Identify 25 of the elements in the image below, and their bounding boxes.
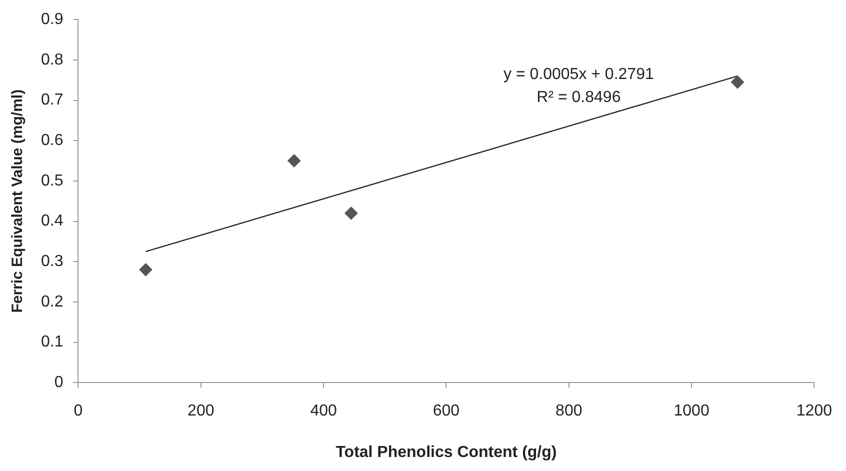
x-tick-label: 1200: [796, 402, 832, 420]
y-tick-label: 0: [54, 374, 64, 392]
x-tick-label: 600: [432, 402, 460, 420]
y-tick-label: 0.9: [40, 11, 64, 28]
point: [288, 154, 301, 168]
x-tick-label: 200: [188, 402, 214, 420]
x-axis-title: Total Phenolics Content (g/g): [336, 444, 557, 461]
y-axis-title: Ferric Equivalent Value (mg/ml): [9, 89, 26, 313]
y-tick-label: 0.5: [40, 172, 64, 190]
point: [344, 206, 358, 220]
y-tick-label: 0.8: [40, 51, 64, 68]
x-tick-label: 800: [556, 402, 582, 420]
y-tick-label: 0.3: [40, 253, 64, 270]
y-tick-label: 0.4: [40, 212, 64, 230]
point: [731, 76, 744, 89]
x-tick-label: 0: [74, 402, 83, 420]
annotation: y = 0.0005x + 0.2791: [504, 66, 654, 84]
point: [139, 263, 152, 276]
y-tick-label: 0.2: [40, 293, 64, 310]
annotation: R² = 0.8496: [536, 89, 621, 106]
x-tick-label: 1000: [674, 402, 710, 420]
y-tick-label: 0.7: [40, 92, 64, 109]
y-tick-label: 0.1: [40, 334, 64, 351]
x-tick-label: 400: [310, 402, 338, 420]
y-tick-label: 0.6: [40, 132, 64, 150]
